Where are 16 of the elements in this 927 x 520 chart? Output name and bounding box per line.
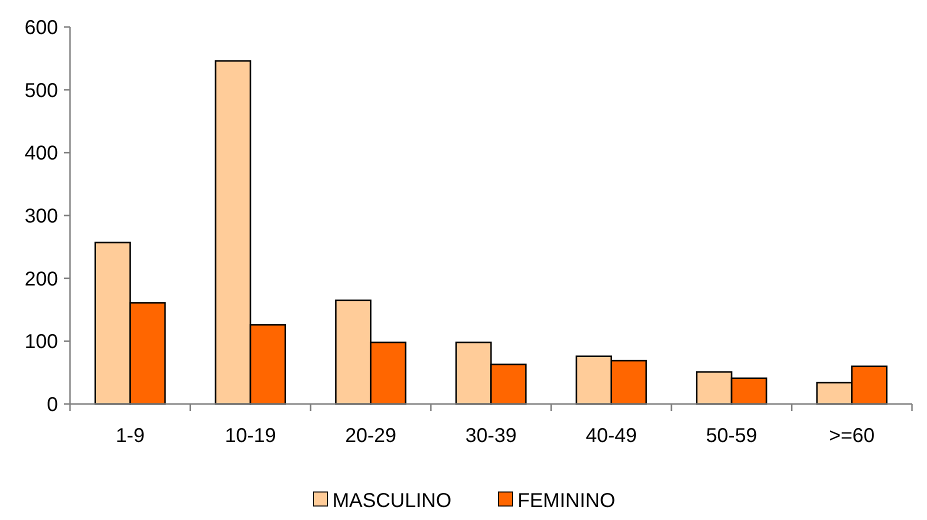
y-tick-label: 600 — [24, 17, 58, 39]
x-tick-label: >=60 — [829, 425, 875, 447]
y-tick-label: 300 — [24, 206, 58, 228]
x-tick-label: 10-19 — [224, 425, 276, 447]
y-tick-label: 0 — [46, 394, 58, 416]
y-tick-label: 200 — [24, 268, 58, 290]
legend-label: MASCULINO — [332, 490, 452, 512]
legend-label: FEMININO — [518, 490, 616, 512]
y-tick-label: 500 — [24, 80, 58, 102]
x-tick-label: 20-29 — [345, 425, 396, 447]
y-tick-label: 100 — [24, 331, 58, 354]
x-tick-label: 30-39 — [465, 425, 517, 447]
x-tick-label: 40-49 — [586, 425, 637, 447]
x-tick-label: 50-59 — [706, 425, 758, 447]
y-tick-label: 400 — [24, 142, 58, 165]
x-tick-label: 1-9 — [116, 425, 145, 447]
